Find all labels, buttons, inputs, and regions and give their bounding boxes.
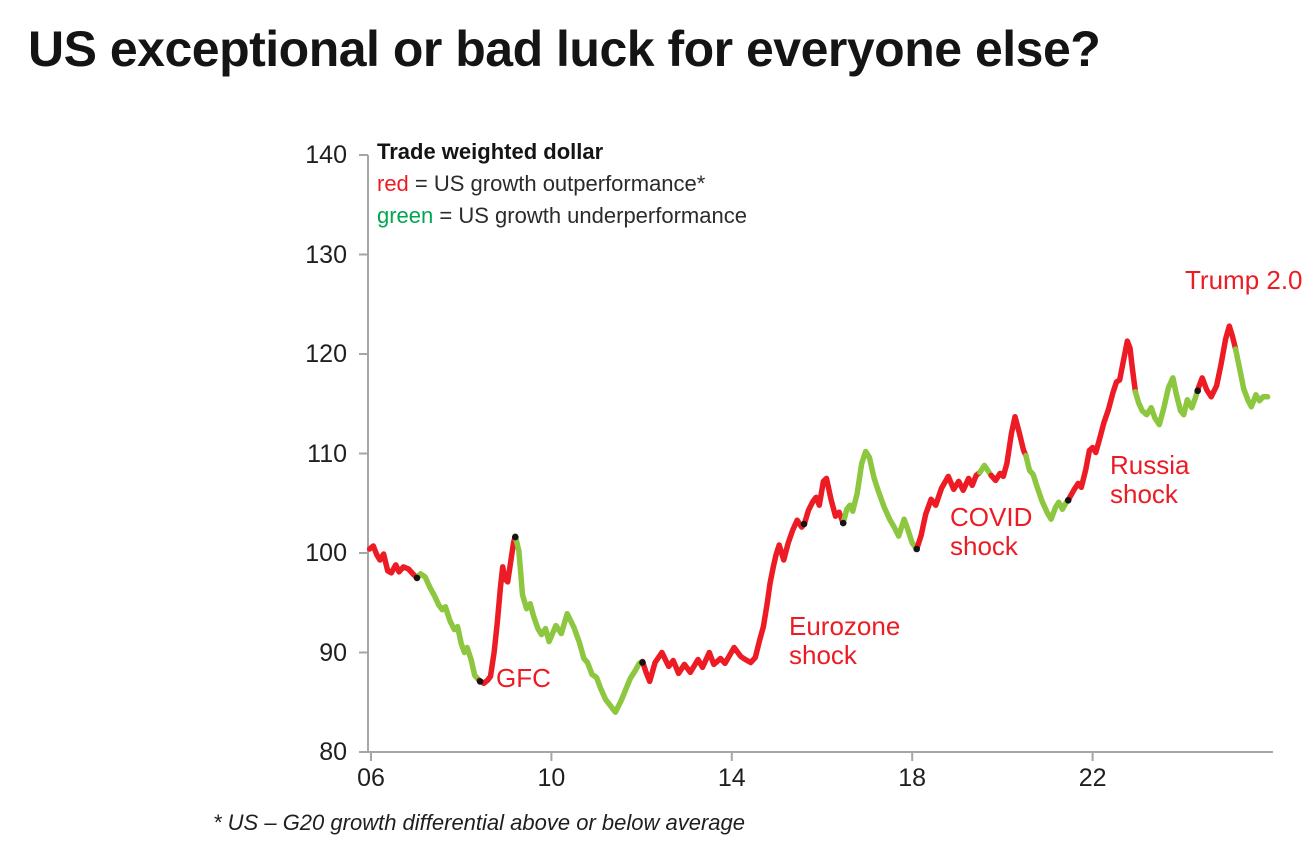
footnote: * US – G20 growth differential above or …	[213, 810, 745, 835]
legend-red-word: red	[377, 171, 409, 196]
line-segment-green-13	[1232, 346, 1271, 410]
y-tick-label-100: 100	[305, 539, 347, 567]
line-segment-red-12	[1194, 323, 1239, 400]
transition-dot	[1064, 497, 1072, 504]
annotation-line: Eurozone	[789, 611, 901, 641]
line-segment-green-5	[840, 448, 920, 552]
chart-legend: Trade weighted dollar red = US growth ou…	[377, 136, 747, 232]
annotation-line: COVID	[950, 502, 1033, 532]
line-segment-red-8	[988, 413, 1029, 484]
annotation-russia-shock: Russia shock	[1110, 451, 1189, 509]
y-tick-label-140: 140	[305, 141, 347, 169]
y-tick-label-80: 80	[319, 738, 347, 766]
line-segment-green-9	[1023, 452, 1072, 522]
transition-dot	[839, 519, 847, 527]
transition-dot	[413, 574, 421, 582]
legend-green-word: green	[377, 203, 434, 228]
annotation-line: shock	[789, 640, 857, 670]
line-segment-green-11	[1132, 375, 1201, 428]
line-segment-red-10	[1065, 338, 1139, 503]
transition-dot	[800, 520, 808, 528]
line-segment-green-7	[977, 462, 994, 479]
legend-title: Trade weighted dollar	[377, 139, 604, 164]
x-tick-label-18: 18	[898, 764, 927, 792]
legend-green-line: green = US growth underperformance	[377, 200, 747, 232]
page-title: US exceptional or bad luck for everyone …	[28, 21, 1101, 77]
annotation-line: shock	[1110, 479, 1178, 509]
y-tick-label-120: 120	[305, 340, 347, 368]
x-tick-label-14: 14	[717, 764, 746, 792]
x-tick-label-10: 10	[537, 764, 566, 792]
annotation-line: Trump 2.0	[1185, 265, 1303, 295]
y-tick-label-130: 130	[305, 240, 347, 269]
line-segment-red-2	[476, 533, 519, 687]
y-tick-label-90: 90	[319, 638, 347, 667]
line-segment-red-6	[913, 469, 983, 552]
x-tick-label-06: 06	[357, 764, 385, 792]
legend-red-text: = US growth outperformance*	[408, 171, 706, 196]
legend-green-text: = US growth underperformance	[433, 203, 747, 228]
transition-dot	[512, 533, 519, 541]
annotation-line: shock	[950, 531, 1018, 561]
line-segment-red-0	[366, 543, 420, 581]
transition-dot	[476, 678, 484, 685]
annotation-gfc: GFC	[496, 664, 551, 693]
x-tick-label-22: 22	[1078, 764, 1107, 792]
transition-dot	[1194, 387, 1201, 395]
annotation-line: GFC	[496, 663, 551, 693]
y-tick-label-110: 110	[307, 439, 347, 468]
annotation-trump-2-0: Trump 2.0	[1185, 266, 1303, 295]
line-segment-green-3	[512, 533, 646, 715]
annotation-covid-shock: COVID shock	[950, 503, 1032, 561]
annotation-eurozone-shock: Eurozone shock	[789, 612, 900, 670]
line-segment-green-1	[414, 571, 482, 684]
line-segment-red-4	[639, 475, 846, 685]
transition-dot	[913, 545, 920, 553]
legend-red-line: red = US growth outperformance*	[377, 168, 747, 200]
transition-dot	[639, 659, 646, 666]
annotation-line: Russia	[1110, 450, 1190, 480]
